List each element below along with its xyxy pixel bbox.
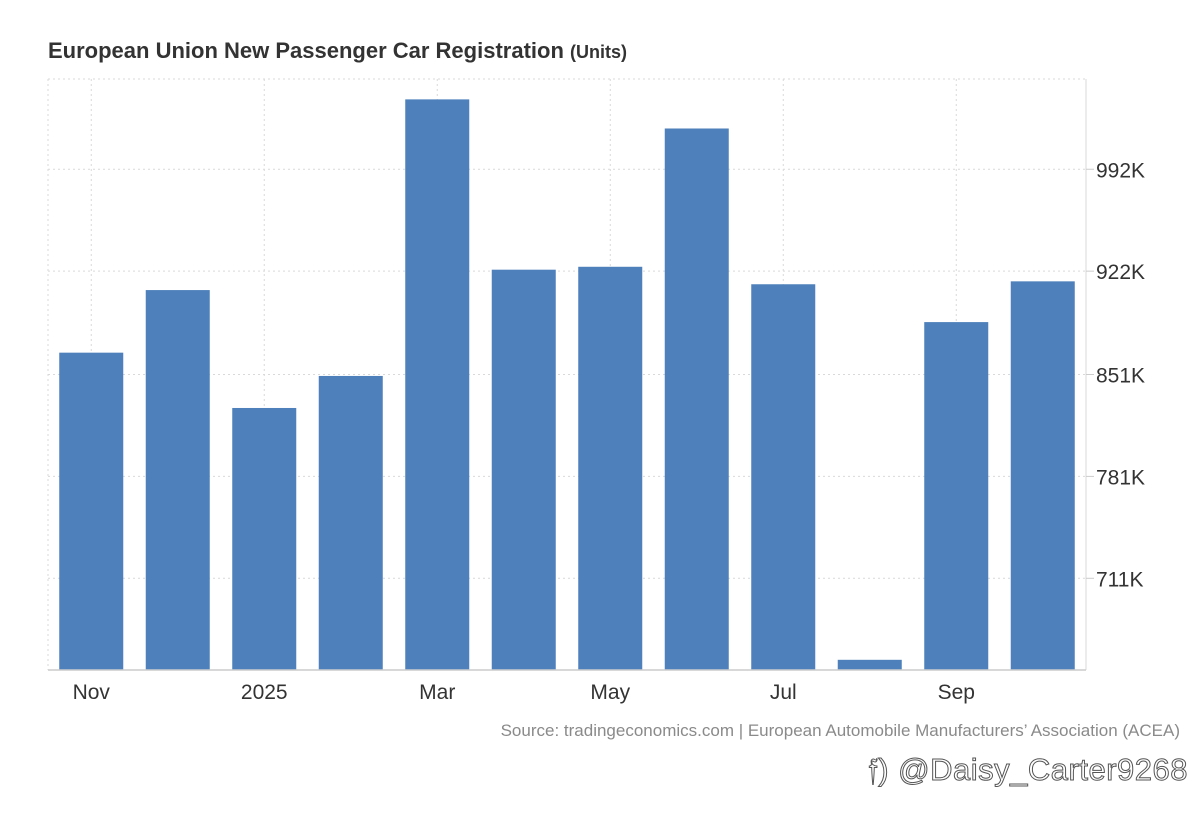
y-tick-label-0: 711K bbox=[1096, 568, 1144, 591]
source-text: Source: tradingeconomics.com | European … bbox=[500, 721, 1180, 740]
chart-title-text: European Union New Passenger Car Registr… bbox=[48, 38, 564, 63]
bar-sep-2025 bbox=[924, 322, 989, 670]
bar-apr-2025 bbox=[491, 269, 556, 670]
x-tick-label-1: 2025 bbox=[241, 681, 288, 704]
bar-dec-2024 bbox=[145, 290, 210, 670]
x-tick-label-5: Sep bbox=[938, 681, 975, 704]
bar-may-2025 bbox=[578, 266, 643, 670]
bar-nov-2024 bbox=[59, 352, 124, 670]
bar-oct-2025 bbox=[1010, 281, 1075, 670]
y-tick-label-1: 781K bbox=[1096, 466, 1145, 489]
y-tick-label-3: 922K bbox=[1096, 261, 1145, 284]
bar-jul-2025 bbox=[751, 284, 816, 670]
y-tick-label-4: 992K bbox=[1096, 159, 1145, 182]
bar-mar-2025 bbox=[405, 99, 470, 670]
chart-title: European Union New Passenger Car Registr… bbox=[48, 38, 627, 64]
bar-feb-2025 bbox=[318, 375, 383, 670]
chart-units: (Units) bbox=[570, 42, 628, 62]
bar-jan-2025 bbox=[232, 407, 297, 670]
watermark: 𝔣) @Daisy_Carter9268 bbox=[868, 752, 1188, 788]
y-tick-label-2: 851K bbox=[1096, 365, 1145, 388]
x-tick-label-3: May bbox=[590, 681, 630, 704]
x-tick-label-4: Jul bbox=[770, 681, 797, 704]
bar-jun-2025 bbox=[664, 128, 729, 670]
bar-aug-2025 bbox=[837, 659, 902, 670]
x-tick-label-0: Nov bbox=[73, 681, 111, 704]
x-tick-label-2: Mar bbox=[419, 681, 455, 704]
